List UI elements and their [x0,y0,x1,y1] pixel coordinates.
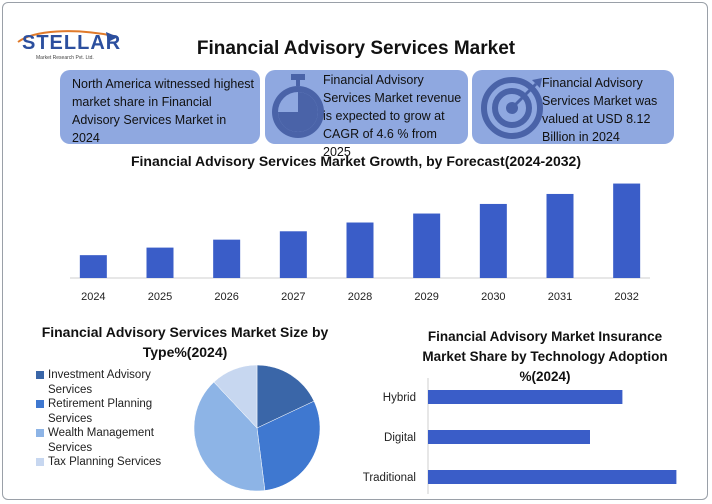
x-tick-label: 2029 [414,291,438,303]
y-tick-label: Traditional [363,472,416,484]
legend-item: Tax Planning Services [36,455,206,475]
pie-slice [193,381,266,492]
stat-card-cagr: Financial Advisory Services Market reven… [265,70,468,159]
x-tick-label: 2030 [481,291,505,303]
x-tick-label: 2028 [348,291,372,303]
bar [346,222,374,278]
legend-swatch [36,458,44,466]
logo-swoosh-icon [17,30,118,43]
x-tick-label: 2031 [548,291,572,303]
type-pie-chart [193,364,321,492]
legend-swatch [36,400,44,408]
pie-slice [256,364,315,429]
bar [279,231,307,278]
growth-bar-chart: 2024 2025 2026 2027 2028 2029 2030 2031 2032 [70,183,650,303]
stat-card-market-share: North America witnessed highest market s… [60,70,260,145]
pie-slice [213,364,258,429]
x-tick-label: 2026 [214,291,238,303]
pie-legend: Investment Advisory Services Retirement P… [36,368,206,475]
hbar [428,430,590,444]
x-tick-label: 2025 [148,291,172,303]
legend-item: Retirement Planning Services [36,397,206,426]
hbar-chart-title: Financial Advisory Market Insurance Mark… [422,329,668,384]
hbar [428,470,677,484]
bar [146,247,174,278]
stat-card-text: North America witnessed highest market s… [72,77,255,145]
bar [546,193,574,278]
pie-slice [256,400,321,491]
legend-item: Wealth Management Services [36,426,206,455]
logo-tagline: Market Research Pvt. Ltd. [36,55,94,61]
x-tick-label: 2027 [281,291,305,303]
bar [479,203,507,278]
y-tick-label: Hybrid [383,392,416,404]
stopwatch-icon [272,74,324,138]
page-title: Financial Advisory Services Market [196,38,516,59]
company-logo: STELLAR Market Research Pvt. Ltd. [14,28,124,64]
target-icon [481,77,543,139]
pie-chart-title: Financial Advisory Services Market Size … [41,324,329,360]
bar [613,183,641,278]
stat-card-text: Financial Advisory Services Market reven… [323,73,462,159]
bar [79,255,107,278]
legend-swatch [36,371,44,379]
bar [413,213,441,278]
legend-item: Investment Advisory Services [36,368,206,397]
legend-swatch [36,429,44,437]
stat-card-text: Financial Advisory Services Market was v… [542,76,658,144]
bar [213,239,241,278]
y-tick-label: Digital [384,432,416,444]
x-tick-label: 2024 [81,291,105,303]
growth-chart-title: Financial Advisory Services Market Growt… [130,153,581,169]
stat-card-valuation: Financial Advisory Services Market was v… [472,70,674,144]
x-tick-label: 2032 [614,291,638,303]
hbar [428,390,623,404]
technology-hbar-chart: Hybrid Digital Traditional [363,378,677,494]
logo-wordmark: STELLAR [22,32,122,54]
